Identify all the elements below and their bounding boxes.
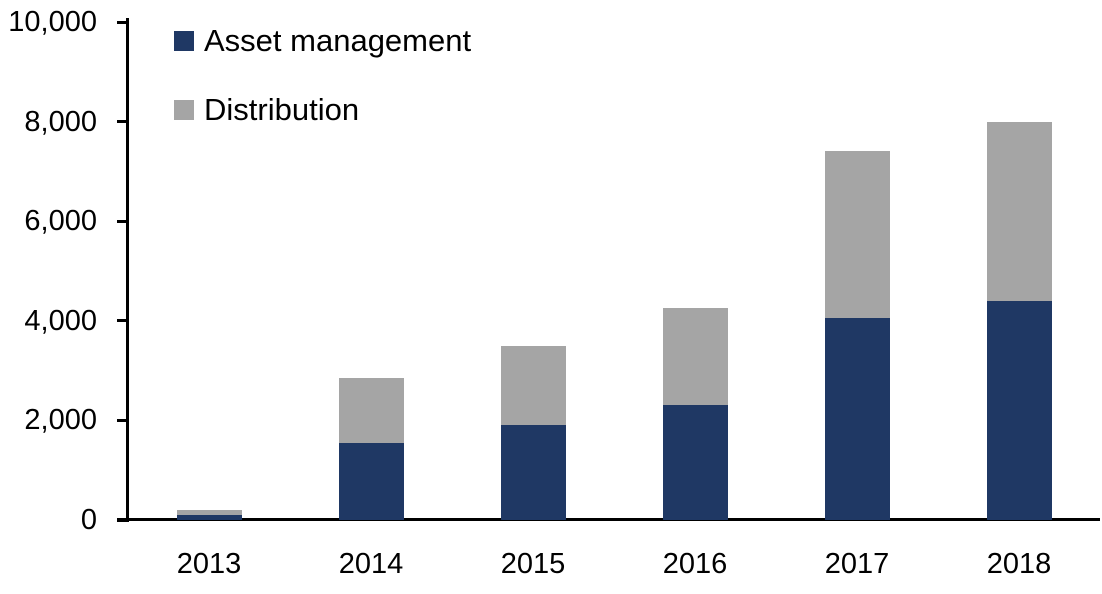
bar-segment-2013-asset-management — [176, 515, 242, 520]
bar-segment-2017-distribution — [824, 151, 890, 319]
y-axis-tick-label: 10,000 — [8, 6, 97, 38]
legend-item-asset-management: Asset management — [174, 23, 471, 58]
y-axis-tick-label: 4,000 — [24, 304, 97, 337]
legend-item-distribution: Distribution — [174, 92, 471, 127]
legend-label-asset-management: Asset management — [204, 23, 472, 58]
y-axis-tick — [117, 120, 128, 124]
x-axis-tick-label: 2018 — [986, 548, 1052, 580]
x-axis-line — [117, 518, 1100, 521]
x-axis-tick-label: 2014 — [338, 548, 404, 580]
y-axis-tick-label: 8,000 — [24, 105, 97, 138]
y-axis-tick — [117, 418, 128, 422]
bar-segment-2017-asset-management — [824, 318, 890, 520]
x-axis-tick-label: 2016 — [662, 548, 728, 580]
bar-segment-2016-distribution — [662, 308, 728, 406]
bar-segment-2014-distribution — [338, 378, 404, 443]
x-axis-tick-label: 2017 — [824, 548, 890, 580]
x-axis-tick-label: 2015 — [500, 548, 566, 580]
bar-segment-2015-distribution — [500, 345, 566, 426]
y-axis-tick — [117, 518, 128, 522]
legend: Asset management Distribution — [174, 23, 471, 165]
bar-segment-2013-distribution — [176, 510, 242, 515]
y-axis-labels: 0 2,000 4,000 6,000 8,000 10,000 — [0, 0, 97, 594]
y-axis-tick-label: 6,000 — [24, 205, 97, 238]
asset-management-swatch-icon — [174, 31, 194, 51]
y-axis-tick — [117, 20, 128, 24]
y-axis-line — [126, 18, 129, 522]
bar-segment-2015-asset-management — [500, 425, 566, 520]
bar-segment-2014-asset-management — [338, 442, 404, 520]
y-axis-tick-label: 2,000 — [24, 404, 97, 437]
y-axis-tick-label: 0 — [80, 504, 97, 536]
legend-label-distribution: Distribution — [204, 92, 360, 127]
x-axis-tick-label: 2013 — [176, 548, 242, 580]
y-axis-tick — [117, 319, 128, 323]
bar-segment-2016-asset-management — [662, 405, 728, 520]
bar-segment-2018-distribution — [986, 121, 1052, 301]
bar-segment-2018-asset-management — [986, 300, 1052, 520]
distribution-swatch-icon — [174, 100, 194, 120]
y-axis-tick — [117, 219, 128, 223]
